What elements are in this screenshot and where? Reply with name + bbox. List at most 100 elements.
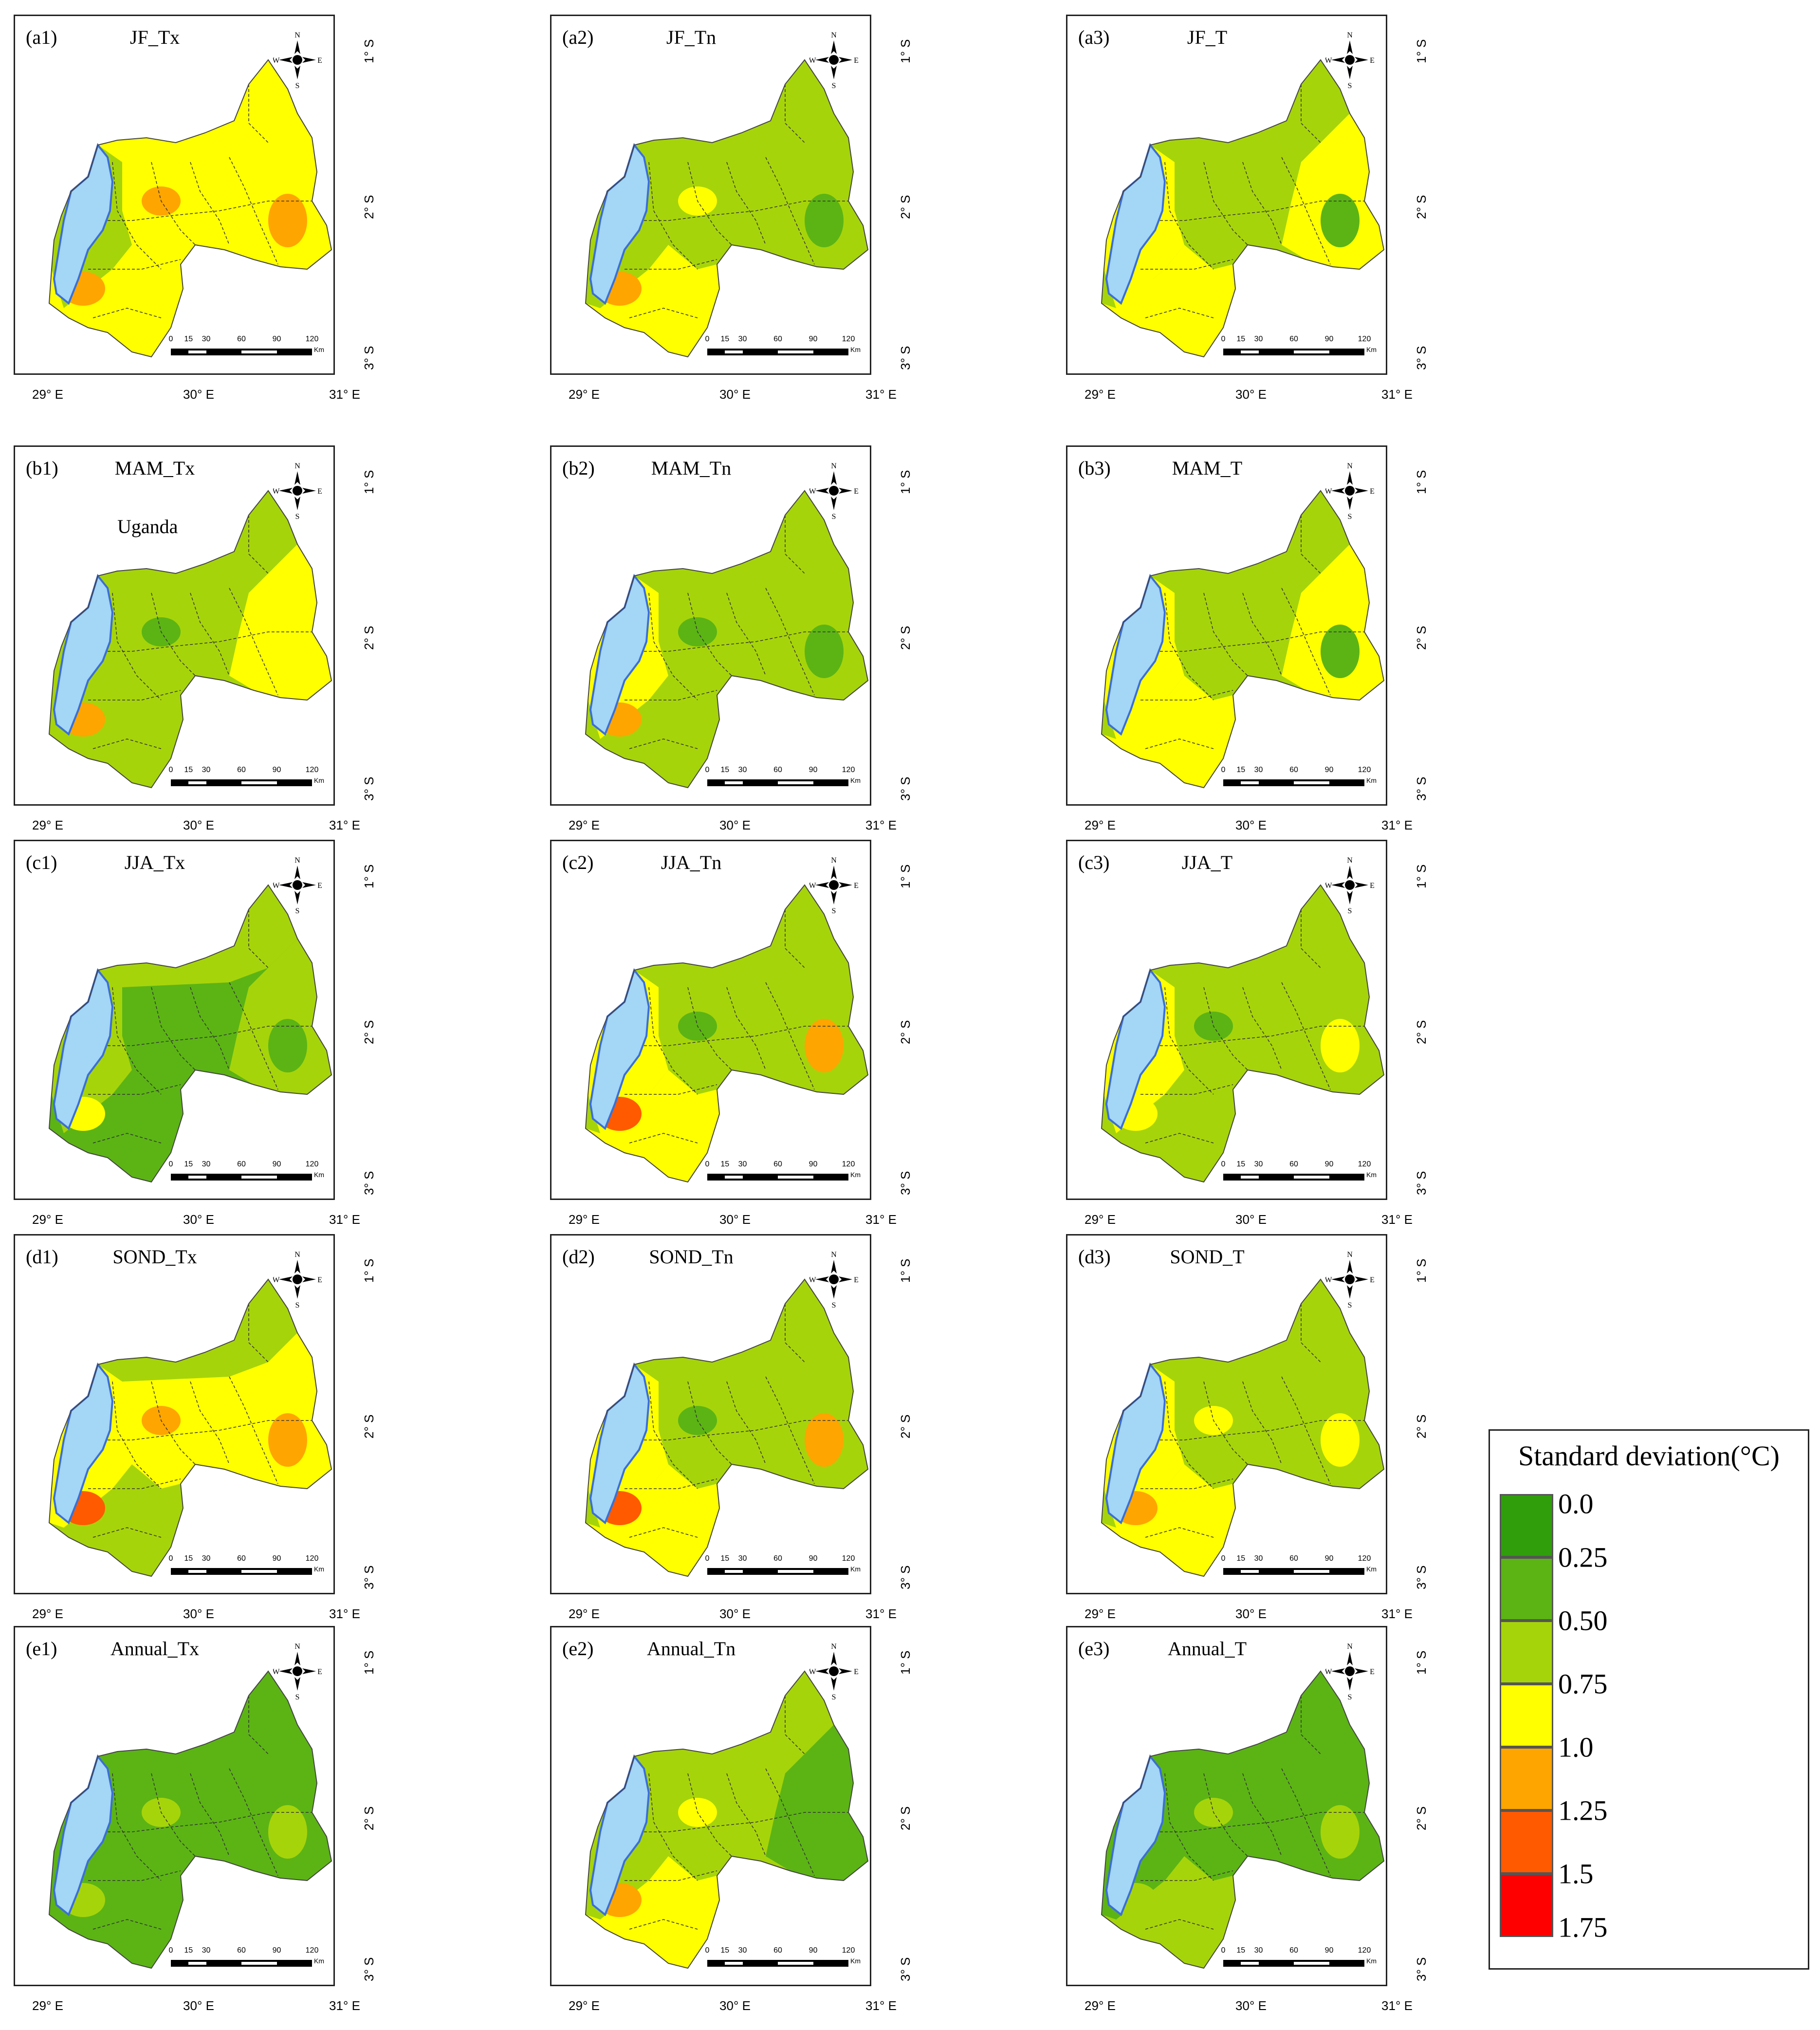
latitude-label: 2° S	[362, 1806, 376, 1830]
map-panel-e3: (e3) Annual_T N S W E 0 15 30 60 90 120 Km 1° S 2° S 3°…	[1066, 1626, 1446, 2030]
map-frame: (e1) Annual_Tx N S W E 0 15 30 60 90 120 Km	[14, 1626, 335, 1986]
map-panel-d3: (d3) SOND_T N S W E 0 15 30 60 90 120 Km 1° S 2° S 3° S…	[1066, 1234, 1446, 1638]
region-south	[49, 1464, 183, 1576]
svg-text:E: E	[1370, 487, 1374, 496]
map-frame: (d3) SOND_T N S W E 0 15 30 60 90 120 Km	[1066, 1234, 1387, 1594]
map-frame: (c2) JJA_Tn N S W E 0 15 30 60 90 120 Km	[550, 840, 871, 1200]
map-frame: (d1) SOND_Tx N S W E 0 15 30 60 90 120 Km	[14, 1234, 335, 1594]
panel-label: (b3)	[1078, 457, 1111, 479]
latitude-label: 2° S	[898, 1806, 913, 1830]
legend-value: 0.75	[1558, 1668, 1608, 1700]
north-arrow-icon: N S W E	[809, 457, 858, 521]
svg-text:N: N	[294, 462, 300, 470]
scale-tick-label: 0	[705, 766, 710, 774]
lake-kivu	[53, 573, 114, 736]
latitude-label: 3° S	[362, 1957, 376, 1981]
map-canvas	[585, 59, 869, 358]
district-boundary	[151, 1381, 196, 1465]
district-boundary	[1145, 308, 1214, 318]
longitude-label: 31° E	[329, 387, 360, 402]
district-boundary	[1301, 515, 1321, 574]
scale-tick-label: 30	[202, 1160, 211, 1168]
country-boundary	[585, 884, 869, 1183]
svg-text:N: N	[831, 31, 837, 39]
north-arrow-icon: N S W E	[809, 1637, 858, 1701]
scale-tick-label: 0	[705, 1946, 710, 1955]
district-boundary	[1140, 1478, 1233, 1489]
scale-tick-label: 120	[842, 335, 855, 343]
map-frame: (e3) Annual_T N S W E 0 15 30 60 90 120 Km	[1066, 1626, 1387, 1986]
svg-text:S: S	[832, 1301, 836, 1309]
panel-label: (e1)	[26, 1638, 57, 1660]
scale-unit: Km	[1366, 1957, 1377, 1965]
scale-tick-label: 120	[305, 1946, 319, 1955]
scale-tick-label: 30	[202, 1946, 211, 1955]
latitude-label: 2° S	[362, 1020, 376, 1044]
scale-tick-label: 0	[705, 335, 710, 343]
scale-tick-label: 60	[773, 766, 782, 774]
scale-tick-label: 90	[272, 335, 281, 343]
latitude-label: 3° S	[1414, 1171, 1429, 1195]
map-canvas	[48, 59, 332, 358]
scale-unit: Km	[314, 1957, 324, 1965]
region-centre	[1175, 157, 1301, 269]
lake-kivu	[53, 968, 114, 1130]
panel-title: Annual_Tx	[110, 1638, 200, 1660]
scale-tick-label: 90	[809, 1554, 818, 1563]
region-north	[98, 60, 297, 162]
panel-label: (b1)	[26, 457, 58, 479]
scale-tick-label: 15	[720, 1554, 730, 1563]
region-south	[586, 1070, 719, 1182]
latitude-label: 3° S	[362, 776, 376, 801]
map-canvas	[1101, 1278, 1385, 1577]
district-boundary	[151, 592, 196, 676]
region-north	[1150, 1671, 1350, 1773]
scale-tick-label: 60	[1289, 766, 1298, 774]
latitude-label: 3° S	[898, 1171, 913, 1195]
district-boundary	[765, 982, 815, 1090]
scale-unit: Km	[850, 1171, 861, 1179]
district-boundary	[93, 1420, 312, 1440]
latitude-label: 3° S	[1414, 346, 1429, 370]
district-boundary	[1242, 592, 1282, 676]
svg-text:N: N	[831, 462, 837, 470]
lake-kivu	[589, 1754, 650, 1917]
scale-tick-label: 120	[1358, 335, 1371, 343]
legend-swatch	[1500, 1810, 1553, 1874]
scale-tick-label: 60	[237, 335, 246, 343]
latitude-label: 1° S	[362, 1258, 376, 1283]
map-panel-b3: (b3) MAM_T N S W E 0 15 30 60 90 120 Km 1° S 2° S 3° S 2…	[1066, 445, 1446, 849]
region-north	[1150, 1279, 1350, 1382]
latitude-label: 2° S	[898, 1414, 913, 1439]
scale-tick-label: 15	[184, 1160, 193, 1168]
north-arrow-icon: N S W E	[809, 26, 858, 90]
district-boundary	[88, 690, 181, 701]
north-arrow-icon: N S W E	[272, 1637, 322, 1701]
map-canvas	[1101, 1670, 1385, 1969]
latitude-label: 1° S	[898, 864, 913, 888]
map-panel-b1: (b1) MAM_Tx Uganda N S W E 0 15 30 60 90 120 Km 1° S 2°…	[14, 445, 393, 849]
district-boundary	[1164, 987, 1214, 1095]
map-frame: (b2) MAM_Tn N S W E 0 15 30 60 90 120 Km	[550, 445, 871, 806]
region-east	[229, 113, 331, 269]
scale-tick-label: 120	[1358, 766, 1371, 774]
district-boundary	[1203, 162, 1248, 245]
district-boundary	[629, 1919, 698, 1930]
district-boundary	[112, 592, 162, 701]
scale-tick-label: 60	[237, 766, 246, 774]
district-boundary	[93, 1812, 312, 1832]
region-south	[49, 676, 183, 788]
svg-text:W: W	[273, 487, 280, 496]
latitude-label: 2° S	[1414, 1020, 1429, 1044]
svg-text:N: N	[831, 1251, 837, 1259]
scale-tick-label: 90	[272, 1946, 281, 1955]
scale-unit: Km	[850, 776, 861, 784]
lake-kivu	[1105, 1754, 1166, 1917]
region-centre	[122, 982, 249, 1094]
svg-text:S: S	[1348, 513, 1352, 520]
district-boundary	[1164, 162, 1214, 270]
scale-tick-label: 120	[1358, 1946, 1371, 1955]
anomaly-patch	[1321, 1019, 1360, 1072]
district-boundary	[629, 1420, 848, 1440]
district-boundary	[1203, 987, 1248, 1070]
